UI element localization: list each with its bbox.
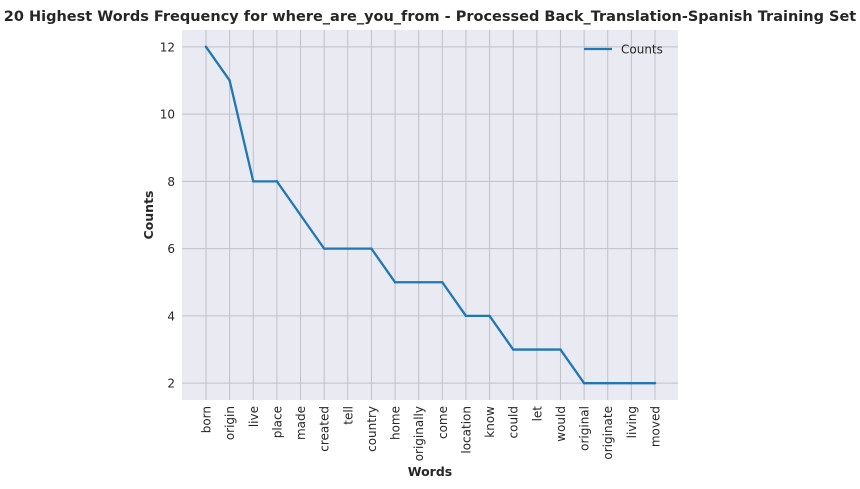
- y-tick-label-2: 2: [167, 377, 175, 391]
- x-tick-label-original: original: [578, 406, 592, 451]
- data-point-moved: [653, 381, 657, 385]
- y-tick-label-6: 6: [167, 242, 175, 256]
- x-tick-label-know: know: [483, 406, 497, 438]
- x-axis-label: Words: [408, 464, 452, 479]
- y-tick-label-12: 12: [160, 40, 175, 54]
- y-axis-ticks: 2 4 6 8 10 12: [160, 40, 175, 390]
- series-line-counts: [204, 45, 657, 385]
- plot-area: [182, 30, 678, 400]
- x-tick-label-originate: originate: [601, 406, 615, 460]
- y-tick-label-8: 8: [167, 175, 175, 189]
- data-point-born: [204, 45, 208, 49]
- chart-title: 20 Highest Words Frequency for where_are…: [4, 9, 857, 25]
- legend-label-counts: Counts: [621, 43, 663, 57]
- x-tick-label-home: home: [389, 406, 403, 440]
- data-point-originally: [417, 281, 420, 284]
- y-axis-label: Counts: [141, 191, 156, 240]
- x-axis-ticks: born origin live place made created tell countr…: [200, 406, 663, 462]
- x-tick-label-made: made: [294, 406, 308, 440]
- y-tick-label-10: 10: [160, 108, 175, 122]
- data-points: [204, 45, 657, 385]
- data-point-know: [488, 314, 491, 318]
- data-point-origin: [228, 79, 231, 82]
- x-tick-label-country: country: [365, 406, 379, 452]
- data-point-come: [441, 281, 444, 284]
- x-tick-label-originally: originally: [412, 406, 426, 461]
- data-point-home: [393, 281, 397, 284]
- data-point-living: [630, 381, 633, 385]
- y-tick-label-4: 4: [167, 309, 175, 323]
- x-tick-label-place: place: [270, 406, 284, 438]
- data-point-place: [275, 180, 279, 183]
- data-point-original: [582, 381, 586, 385]
- data-point-made: [299, 213, 302, 217]
- data-point-location: [464, 314, 468, 318]
- x-tick-label-living: living: [625, 406, 639, 438]
- x-tick-label-location: location: [459, 406, 473, 454]
- x-tick-label-born: born: [200, 406, 214, 433]
- legend: Counts: [584, 43, 663, 57]
- x-tick-label-created: created: [318, 406, 332, 452]
- x-tick-label-come: come: [436, 406, 450, 439]
- x-tick-label-could: could: [507, 406, 521, 439]
- data-point-tell: [346, 247, 349, 250]
- data-point-live: [252, 180, 255, 183]
- x-tick-label-let: let: [530, 406, 544, 422]
- data-point-could: [512, 348, 515, 351]
- x-tick-label-live: live: [247, 406, 261, 427]
- x-tick-label-would: would: [554, 406, 568, 442]
- data-point-let: [535, 348, 539, 351]
- x-tick-label-tell: tell: [341, 406, 355, 425]
- data-point-originate: [606, 381, 609, 385]
- grid: [182, 30, 678, 400]
- x-tick-label-origin: origin: [223, 406, 237, 440]
- data-point-country: [370, 247, 373, 250]
- data-point-would: [559, 348, 562, 351]
- x-tick-label-moved: moved: [649, 406, 663, 447]
- data-point-created: [322, 247, 326, 250]
